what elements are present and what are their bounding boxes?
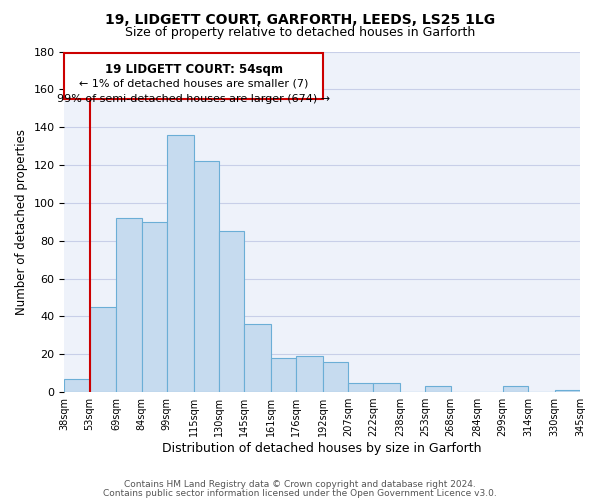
Bar <box>89 307 116 392</box>
Bar <box>555 390 580 392</box>
Text: Contains public sector information licensed under the Open Government Licence v3: Contains public sector information licen… <box>103 489 497 498</box>
Text: Contains HM Land Registry data © Crown copyright and database right 2024.: Contains HM Land Registry data © Crown c… <box>124 480 476 489</box>
Bar <box>219 232 244 392</box>
Text: 99% of semi-detached houses are larger (674) →: 99% of semi-detached houses are larger (… <box>57 94 330 104</box>
Bar <box>116 218 142 392</box>
Bar <box>64 379 89 392</box>
Bar <box>323 362 348 392</box>
Text: ← 1% of detached houses are smaller (7): ← 1% of detached houses are smaller (7) <box>79 79 308 89</box>
Bar <box>244 324 271 392</box>
Text: 19 LIDGETT COURT: 54sqm: 19 LIDGETT COURT: 54sqm <box>105 63 283 76</box>
Bar <box>348 382 373 392</box>
Y-axis label: Number of detached properties: Number of detached properties <box>15 129 28 315</box>
X-axis label: Distribution of detached houses by size in Garforth: Distribution of detached houses by size … <box>163 442 482 455</box>
Bar <box>425 386 451 392</box>
Bar <box>167 135 194 392</box>
Bar <box>373 382 400 392</box>
Bar <box>271 358 296 392</box>
Text: Size of property relative to detached houses in Garforth: Size of property relative to detached ho… <box>125 26 475 39</box>
Bar <box>296 356 323 392</box>
Bar <box>194 161 219 392</box>
FancyBboxPatch shape <box>64 54 323 99</box>
Bar <box>142 222 167 392</box>
Bar <box>503 386 528 392</box>
Text: 19, LIDGETT COURT, GARFORTH, LEEDS, LS25 1LG: 19, LIDGETT COURT, GARFORTH, LEEDS, LS25… <box>105 12 495 26</box>
